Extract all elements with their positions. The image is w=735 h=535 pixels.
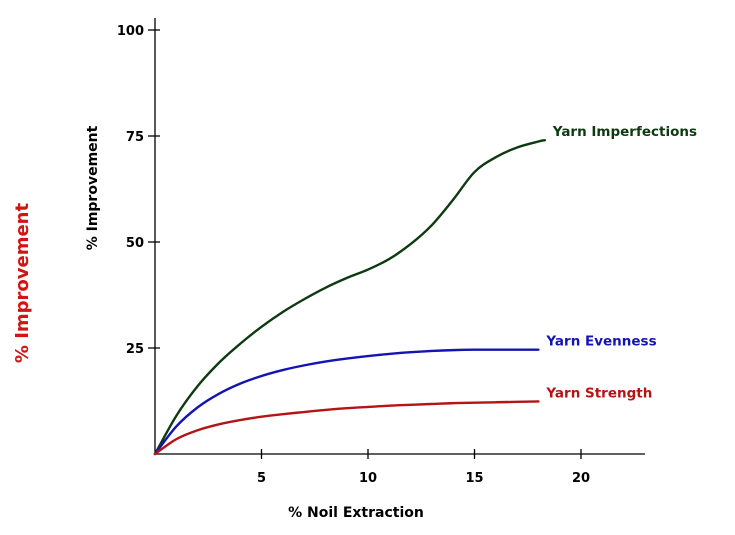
- series-labels-group: Yarn Imperfections Yarn Evenness Yarn Stre…: [545, 124, 697, 401]
- series-label-yarn-strength: Yarn Strength: [545, 385, 652, 401]
- side-axis-title: % Improvement: [12, 203, 33, 364]
- series-group: [153, 139, 546, 456]
- series-label-yarn-evenness: Yarn Evenness: [545, 334, 656, 350]
- y-tick-label: 50: [126, 236, 144, 251]
- x-axis-title: % Noil Extraction: [288, 505, 424, 521]
- y-tick-label: 75: [126, 130, 144, 145]
- y-tick-label: 25: [126, 342, 144, 357]
- x-tick-label: 20: [572, 471, 590, 486]
- series-line-yarn-evenness: [153, 348, 540, 456]
- x-tick-label: 5: [257, 471, 266, 486]
- series-line-yarn-strength: [153, 400, 540, 456]
- series-line-yarn-imperfections: [153, 139, 546, 456]
- y-tick-label: 100: [117, 24, 144, 39]
- x-tick-label: 15: [465, 471, 483, 486]
- ticks-group: 5 10 15 20 25 50 75 100: [117, 24, 590, 486]
- series-label-yarn-imperfections: Yarn Imperfections: [552, 124, 697, 140]
- y-axis-title: % Improvement: [85, 125, 101, 250]
- x-tick-label: 10: [359, 471, 377, 486]
